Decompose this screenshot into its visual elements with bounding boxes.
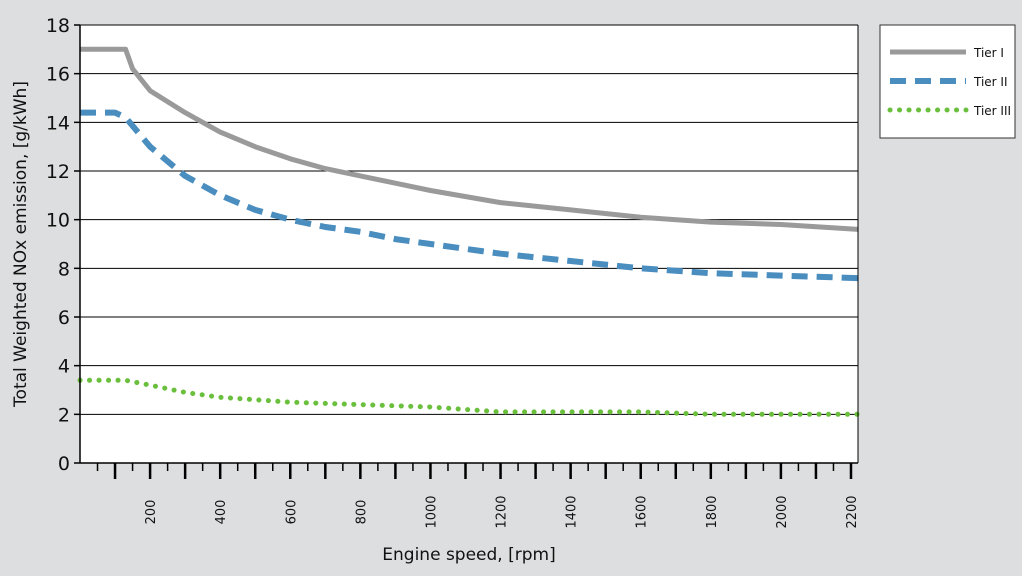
x-tick-label-1400: 1400 xyxy=(565,495,580,528)
y-tick-label-12: 12 xyxy=(46,161,70,183)
legend-label-1: Tier I xyxy=(973,46,1004,60)
y-tick-label-16: 16 xyxy=(46,64,70,86)
legend: Tier I Tier II Tier III xyxy=(879,24,1016,139)
x-tick-label-1600: 1600 xyxy=(635,495,650,528)
x-tick-label-2200: 2200 xyxy=(845,495,860,528)
series-lines xyxy=(77,46,861,417)
y-tick-label-0: 0 xyxy=(58,453,70,475)
y-ticks: 0 2 4 6 8 10 12 14 16 18 xyxy=(46,15,80,475)
x-tick-label-1000: 1000 xyxy=(424,495,439,528)
series-line-3 xyxy=(77,377,861,417)
y-tick-label-6: 6 xyxy=(58,307,70,329)
y-tick-label-2: 2 xyxy=(58,404,70,426)
series-line-1 xyxy=(80,46,859,232)
plot-area xyxy=(80,25,858,463)
legend-label-3: Tier III xyxy=(973,104,1011,118)
y-tick-label-8: 8 xyxy=(58,258,70,280)
x-axis-label: Engine speed, [rpm] xyxy=(382,545,555,565)
x-tick-label-1800: 1800 xyxy=(705,495,720,528)
x-tick-label-600: 600 xyxy=(284,500,299,525)
x-tick-label-200: 200 xyxy=(144,500,159,525)
y-tick-label-18: 18 xyxy=(46,15,70,37)
x-tick-label-2000: 2000 xyxy=(775,495,790,528)
y-tick-label-4: 4 xyxy=(58,356,70,378)
x-tick-label-400: 400 xyxy=(214,500,229,525)
x-tick-label-1200: 1200 xyxy=(495,495,510,528)
series-line-2 xyxy=(80,109,859,282)
legend-label-2: Tier II xyxy=(973,75,1008,89)
y-tick-label-14: 14 xyxy=(46,112,70,134)
x-ticks: 200 400 600 800 1000 1200 1400 1600 1800 2000 2200 xyxy=(96,463,860,529)
x-tick-label-800: 800 xyxy=(354,500,369,525)
gridlines xyxy=(80,73,858,415)
y-tick-label-10: 10 xyxy=(46,210,70,232)
y-axis-label: Total Weighted NOx emission, [g/kWh] xyxy=(11,81,31,408)
